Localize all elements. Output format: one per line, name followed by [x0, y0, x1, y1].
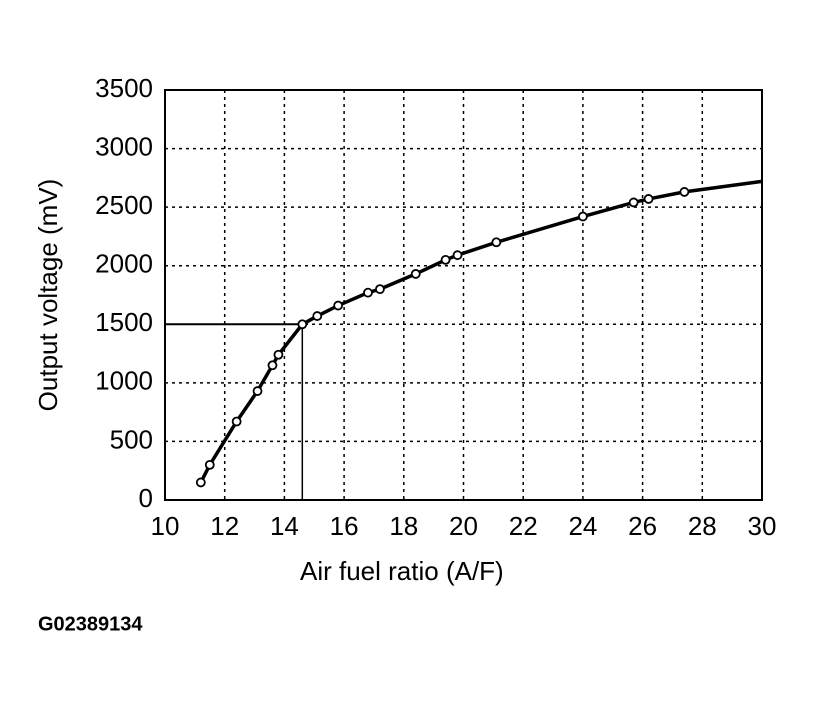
y-tick-label: 500 [110, 424, 153, 454]
data-point [333, 300, 344, 311]
y-tick-label: 2500 [95, 190, 153, 220]
data-point [231, 416, 242, 427]
y-tick-label: 3000 [95, 131, 153, 161]
x-tick-label: 12 [210, 511, 239, 541]
data-point [679, 187, 690, 197]
data-point [297, 319, 308, 330]
x-tick-label: 22 [509, 511, 538, 541]
data-point [363, 287, 373, 298]
x-tick-label: 28 [688, 511, 717, 541]
y-tick-label: 0 [139, 483, 153, 513]
x-tick-label: 10 [151, 511, 180, 541]
y-tick-label: 3500 [95, 73, 153, 103]
y-axis-label: Output voltage (mV) [33, 179, 63, 412]
data-point [195, 477, 206, 488]
x-axis-label: Air fuel ratio (A/F) [300, 556, 504, 586]
y-tick-label: 1000 [95, 366, 153, 396]
x-tick-label: 24 [568, 511, 597, 541]
x-tick-label: 20 [449, 511, 478, 541]
data-point [375, 284, 385, 295]
data-point [204, 459, 215, 470]
data-point [312, 311, 323, 321]
data-point [267, 360, 278, 371]
plot-frame [164, 89, 763, 501]
y-tick-label: 1500 [95, 307, 153, 337]
data-point [440, 254, 451, 265]
data-point [628, 197, 639, 208]
x-tick-label: 26 [628, 511, 657, 541]
data-line [199, 179, 763, 484]
data-point [410, 269, 421, 279]
data-point [491, 237, 502, 248]
x-tick-label: 30 [748, 511, 777, 541]
data-point [578, 211, 588, 222]
caption: G02389134 [38, 613, 143, 635]
data-point [643, 194, 654, 204]
x-tick-label: 14 [270, 511, 299, 541]
y-tick-label: 2000 [95, 249, 153, 279]
data-point [273, 349, 284, 360]
x-tick-label: 18 [389, 511, 418, 541]
data-point [252, 386, 263, 396]
x-tick-label: 16 [330, 511, 359, 541]
data-point [452, 250, 463, 261]
